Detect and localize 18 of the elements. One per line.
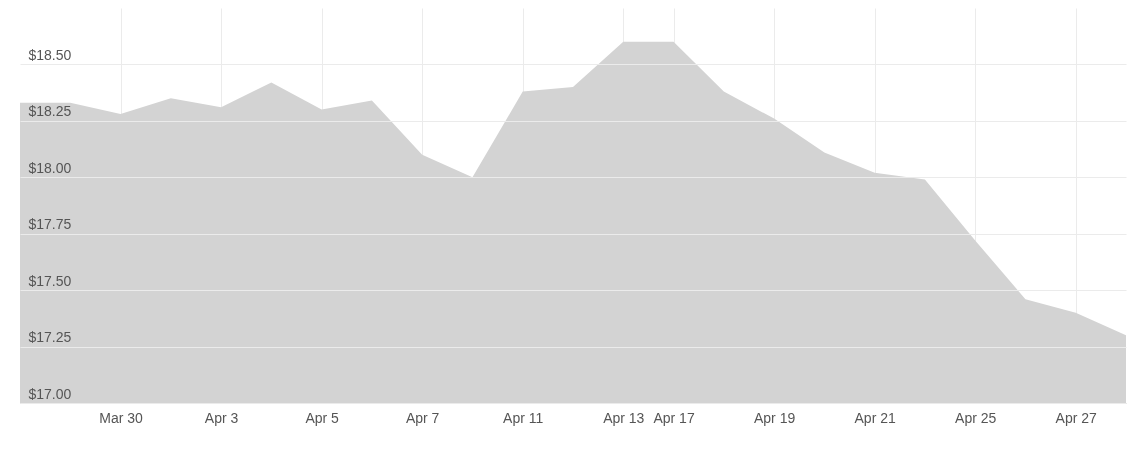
y-tick-label: $17.50 [28,272,72,289]
x-tick-label: Mar 30 [99,409,144,426]
x-tick-label: Apr 25 [955,409,997,426]
y-tick-label: $17.00 [28,385,72,402]
x-tick-label: Apr 19 [753,409,796,426]
y-tick-label: $18.50 [28,46,72,63]
x-tick-label: Apr 5 [305,409,340,426]
y-tick-label: $18.25 [28,103,72,120]
x-tick-label: Apr 21 [854,409,896,426]
x-tick-label: Apr 27 [1055,409,1098,426]
x-tick-label: Apr 11 [503,409,544,426]
x-tick-label: Apr 13 [603,409,645,426]
x-tick-label: Apr 17 [653,409,695,426]
x-tick-label: Apr 7 [405,409,440,426]
y-tick-label: $18.00 [28,159,72,176]
y-tick-label: $17.25 [28,329,72,346]
x-tick-label: Apr 3 [204,409,239,426]
y-tick-label: $17.75 [28,216,72,233]
